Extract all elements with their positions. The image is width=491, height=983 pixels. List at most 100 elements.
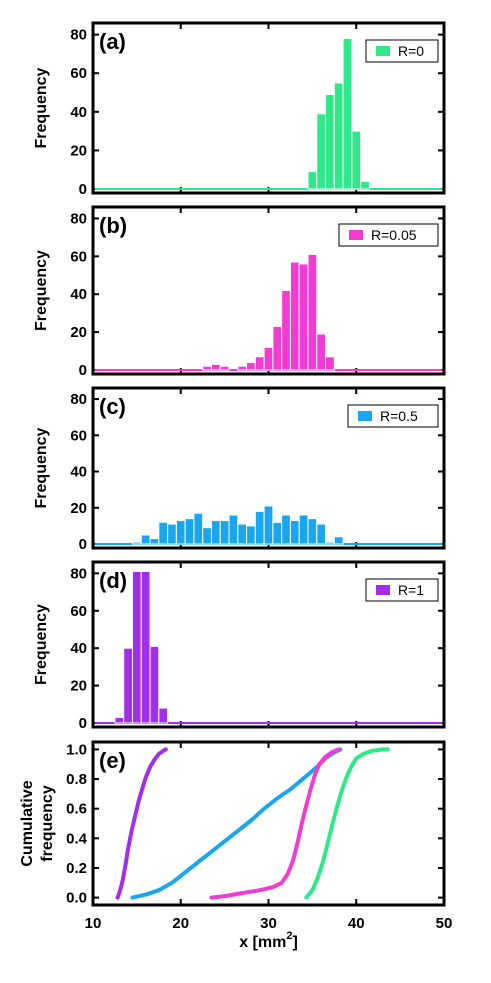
histogram-bar: [140, 534, 151, 545]
histogram-bar: [281, 514, 291, 545]
y-tick-label: 40: [70, 640, 87, 657]
histogram-bar: [131, 541, 142, 545]
panel-label: (e): [99, 748, 126, 773]
y-axis-title: Frequency: [33, 67, 50, 148]
y-tick-label: 40: [70, 286, 87, 303]
histogram-bar: [228, 514, 239, 545]
y-tick-label: 60: [70, 427, 87, 444]
y-tick-label: 0.4: [66, 830, 88, 847]
legend-box: [338, 223, 439, 247]
panel-label: (d): [99, 568, 127, 593]
y-axis-title: Frequency: [33, 250, 50, 331]
x-tick-label: 10: [85, 915, 102, 932]
histogram-bar: [298, 514, 309, 545]
x-tick-label: 30: [260, 915, 277, 932]
y-tick-label: 60: [70, 248, 87, 265]
histogram-bar: [131, 570, 142, 724]
histogram-bar: [149, 645, 160, 724]
histogram-bar: [351, 130, 362, 190]
cumulative-curve: [304, 747, 390, 900]
x-tick-label: 40: [348, 915, 365, 932]
histogram-bar: [333, 82, 344, 190]
histogram-bar: [298, 263, 309, 371]
histogram-bar: [237, 523, 248, 545]
histogram-bar: [289, 261, 300, 371]
y-axis-title: Cumulative: [19, 780, 36, 866]
histogram-bar: [325, 93, 335, 190]
legend-swatch: [358, 411, 372, 421]
histogram-bar: [210, 519, 221, 545]
histogram-bar: [202, 527, 212, 545]
legend-box: [365, 578, 439, 602]
histogram-bar: [342, 38, 353, 190]
histogram-bar: [263, 505, 274, 545]
legend-label: R=0.05: [371, 227, 417, 243]
x-axis-title: x [mm2]: [239, 930, 298, 951]
y-axis-title: Frequency: [33, 427, 50, 508]
histogram-bar: [360, 180, 370, 190]
histogram-bar: [289, 519, 300, 545]
y-tick-label: 60: [70, 65, 87, 82]
histogram-bar: [254, 510, 265, 545]
y-tick-label: 20: [70, 324, 87, 341]
histogram-bar: [316, 333, 327, 371]
histogram-bar: [316, 523, 327, 545]
histogram-bar: [210, 363, 221, 371]
y-tick-label: 20: [70, 142, 87, 159]
histogram-bar: [149, 538, 160, 545]
panel-label: (a): [99, 29, 126, 54]
y-tick-label: 0: [79, 181, 87, 198]
y-tick-label: 0: [79, 362, 87, 379]
panel-label: (c): [99, 394, 126, 419]
histogram-bar: [316, 113, 327, 190]
histogram-bar: [123, 647, 133, 724]
histogram-bar: [140, 570, 151, 724]
histogram-bar: [219, 365, 230, 371]
histogram-bar: [307, 518, 318, 545]
histogram-bar: [114, 716, 125, 724]
histogram-bar: [184, 518, 195, 545]
histogram-bar: [281, 289, 291, 371]
y-tick-label: 0.0: [66, 890, 87, 907]
legend-swatch: [376, 585, 390, 595]
y-tick-label: 1.0: [66, 741, 87, 758]
histogram-bar: [272, 325, 283, 371]
panel-label: (b): [99, 213, 127, 238]
legend-label: R=0.5: [380, 408, 418, 424]
x-axis-title-suffix: ]: [292, 934, 297, 951]
y-tick-label: 80: [70, 565, 87, 582]
y-tick-label: 60: [70, 603, 87, 620]
cumulative-curve: [130, 747, 343, 900]
histogram-bar: [246, 361, 256, 371]
y-tick-label: 0.8: [66, 771, 87, 788]
x-axis-title-text: x [mm: [239, 934, 286, 951]
y-tick-label: 0: [79, 536, 87, 553]
histogram-bar: [325, 541, 335, 545]
histogram-bar: [325, 356, 335, 371]
x-axis-title-superscript: 2: [286, 930, 292, 942]
histogram-bar: [237, 365, 248, 371]
histogram-bar: [158, 521, 169, 545]
histogram-bar: [167, 523, 177, 545]
legend-swatch: [376, 46, 390, 56]
histogram-bar: [175, 519, 186, 545]
y-tick-label: 20: [70, 678, 87, 695]
histogram-bar: [193, 512, 204, 545]
histogram-bar: [246, 525, 256, 545]
y-tick-label: 20: [70, 500, 87, 517]
histogram-bar: [307, 253, 318, 371]
legend-label: R=1: [398, 582, 424, 598]
histogram-bar: [307, 171, 318, 190]
y-axis-title: frequency: [39, 785, 56, 862]
y-tick-label: 0.2: [66, 860, 87, 877]
y-tick-label: 80: [70, 27, 87, 44]
y-axis-title: Frequency: [33, 604, 50, 685]
histogram-bar: [263, 346, 274, 371]
legend-box: [365, 39, 439, 63]
histogram-bar: [254, 356, 265, 371]
x-tick-label: 20: [172, 915, 189, 932]
x-tick-label: 50: [436, 915, 453, 932]
histogram-bar: [202, 365, 212, 371]
